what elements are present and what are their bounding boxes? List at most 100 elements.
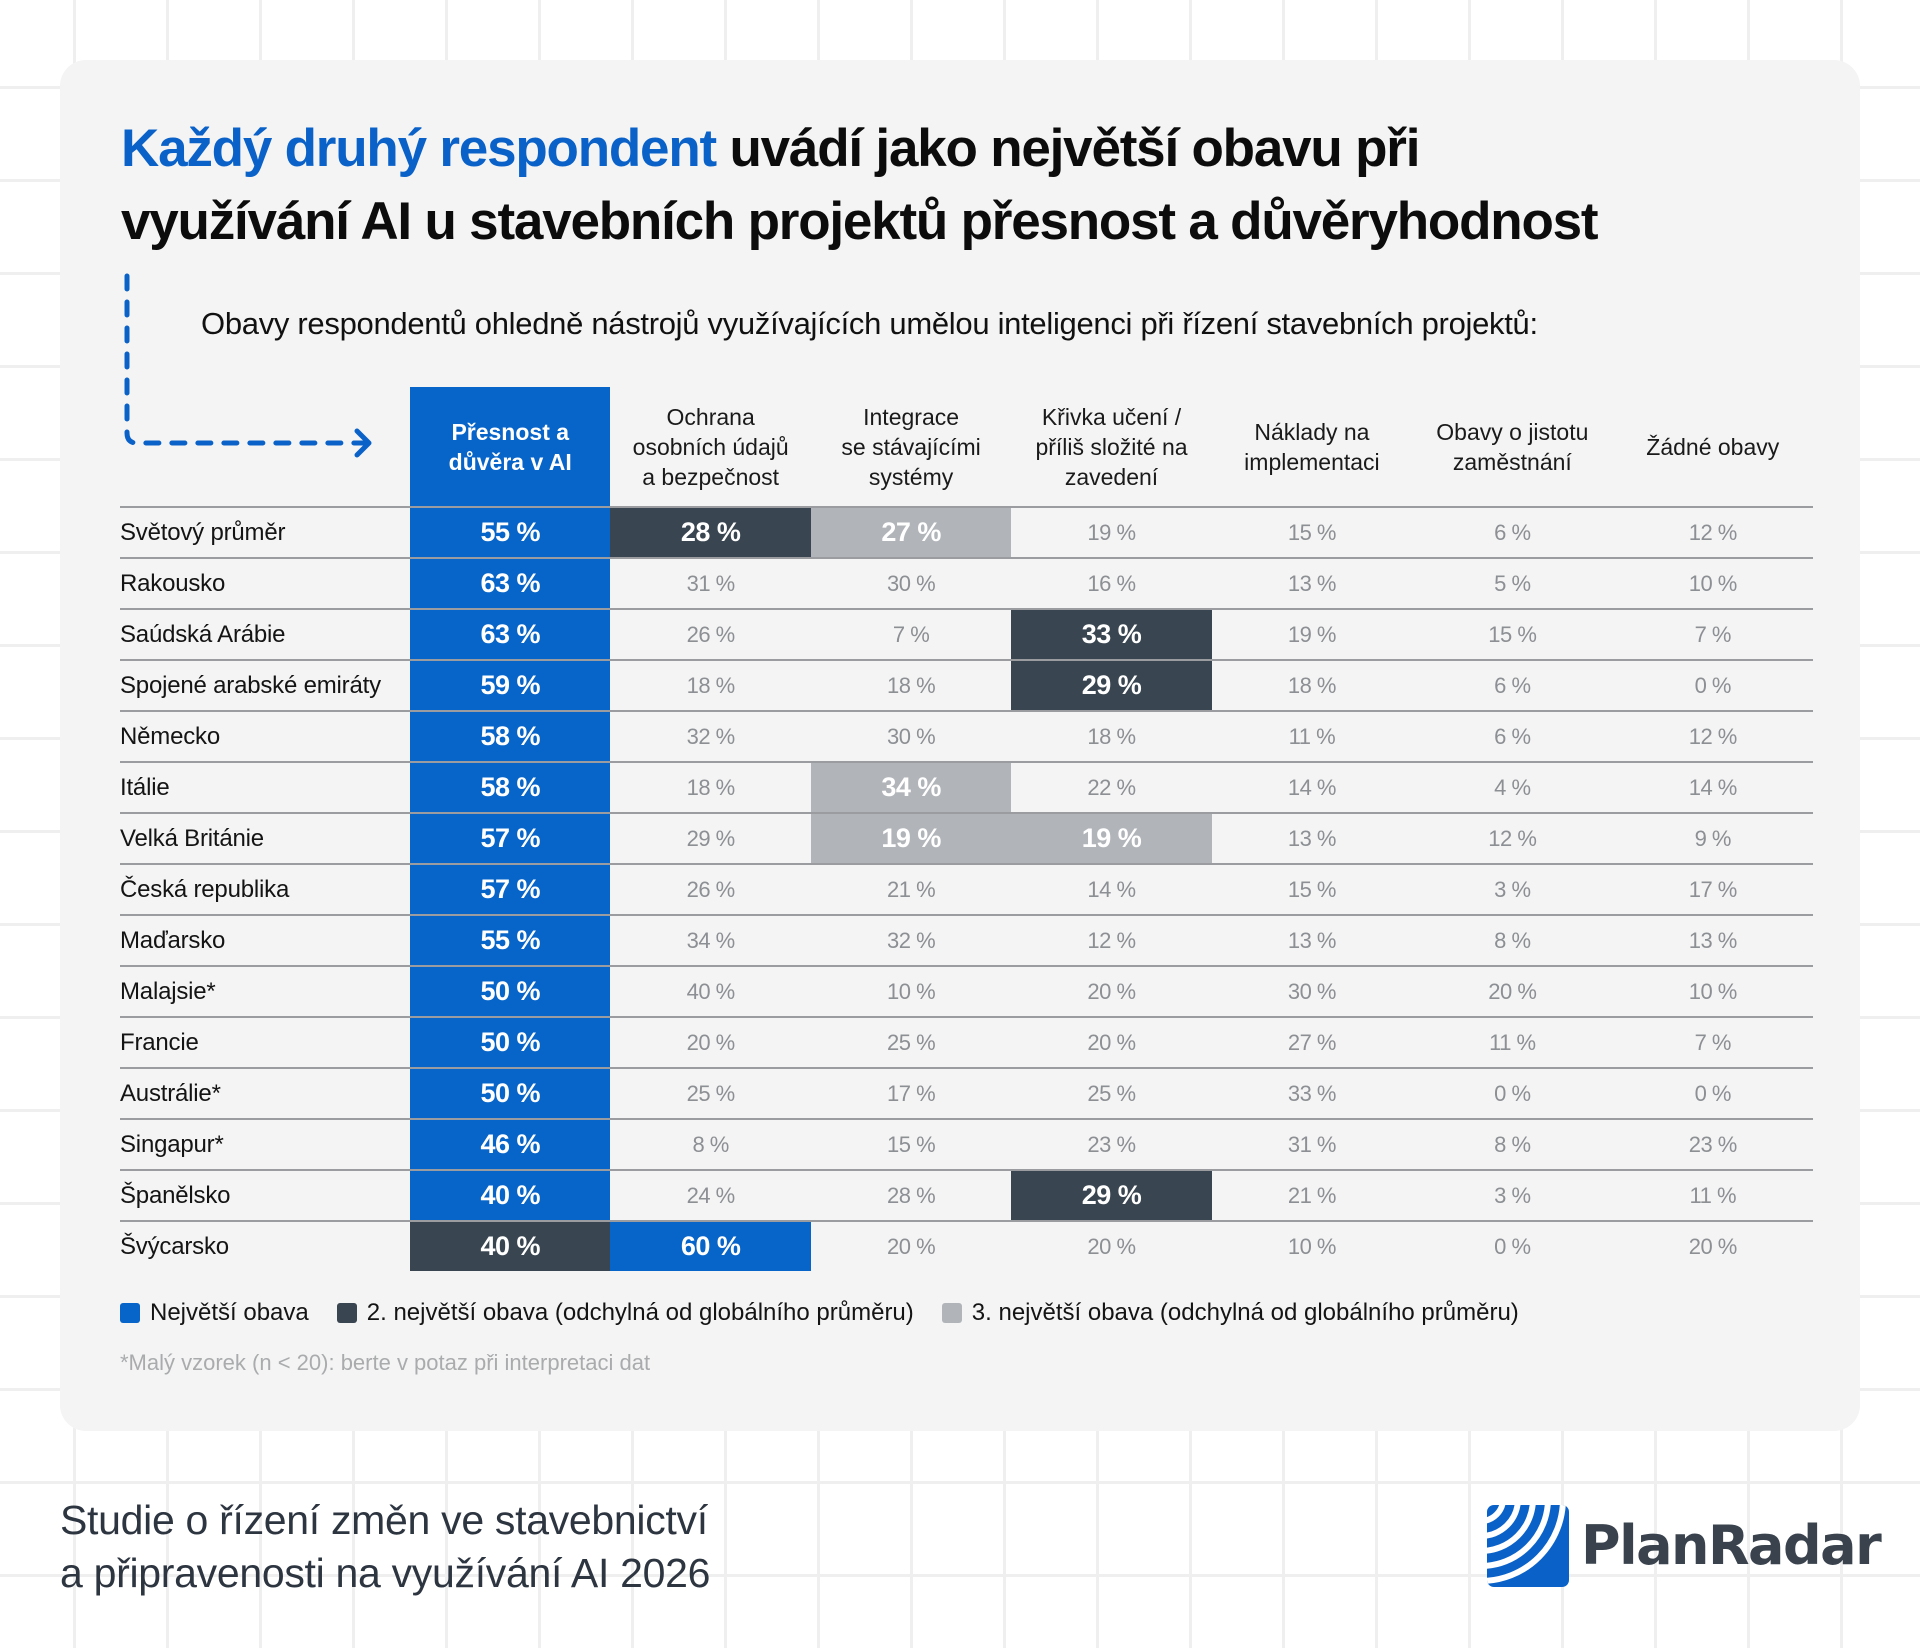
table-subtitle: Obavy respondentů ohledně nástrojů využí… [201,306,1538,341]
cell-value: 15 % [1211,864,1413,916]
table-row: Česká republika 57 % 26 % 21 % 14 % 15 % 3 % 17… [120,864,1813,916]
cell-value: 27 % [1211,1017,1413,1069]
cell-value: 15 % [810,1119,1012,1171]
column-header-line: příliš složité na [1035,433,1188,460]
column-header: Žádné obavy [1612,387,1813,508]
cell-value: 18 % [810,660,1012,712]
cell-value: 40 % [610,966,811,1018]
cell-value: 6 % [1412,507,1613,559]
legend-item-second-concern: 2. největší obava (odchylná od globálníh… [336,1299,914,1327]
legend-item-third-concern: 3. největší obava (odchylná od globálníh… [941,1299,1519,1327]
cell-value: 25 % [610,1068,811,1120]
cell-value: 9 % [1612,813,1813,865]
table-row: Velká Británie 57 % 29 % 19 % 19 % 13 % 12 % 9 … [120,813,1813,865]
cell-value-highlighted-dark: 29 % [1011,660,1212,712]
cell-value: 12 % [1412,813,1613,865]
legend-label: 2. největší obava (odchylná od globálníh… [366,1299,914,1326]
row-label: Česká republika [120,864,411,916]
cell-value: 10 % [1612,558,1813,610]
cell-value: 20 % [1011,966,1212,1018]
cell-value: 8 % [610,1119,811,1171]
table-row: Španělsko 40 % 24 % 28 % 29 % 21 % 3 % 11 % [120,1170,1813,1222]
cell-value: 6 % [1412,711,1613,763]
cell-value: 13 % [1612,915,1813,967]
cell-value: 0 % [1412,1068,1613,1120]
cell-value: 25 % [810,1017,1012,1069]
concerns-table: Přesnost a důvěra v AI Ochrana osobních úda… [120,387,1813,1271]
cell-value: 7 % [1612,1017,1813,1069]
row-label: Singapur* [120,1119,411,1171]
cell-value-highlighted-blue: 60 % [610,1221,811,1271]
cell-value-highlighted-blue: 63 % [410,558,611,610]
cell-value: 26 % [610,864,811,916]
cell-value: 18 % [610,762,811,814]
column-header-line: a bezpečnost [642,463,780,490]
column-header: Integrace se stávajícími systémy [810,387,1012,508]
cell-value-highlighted-blue: 58 % [410,711,611,763]
cell-value: 11 % [1412,1017,1613,1069]
cell-value: 3 % [1412,1170,1613,1222]
cell-value: 23 % [1612,1119,1813,1171]
cell-value: 6 % [1412,660,1613,712]
cell-value-highlighted-blue: 58 % [410,762,611,814]
row-label: Maďarsko [120,915,411,967]
column-header-line: zaměstnání [1452,448,1572,475]
cell-value: 4 % [1412,762,1613,814]
cell-value: 24 % [610,1170,811,1222]
table-row: Saúdská Arábie 63 % 26 % 7 % 33 % 19 % 15 % 7 % [120,609,1813,661]
cell-value: 7 % [1612,609,1813,661]
cell-value-highlighted-dark: 33 % [1011,609,1212,661]
study-title-line1: Studie o řízení změn ve stavebnictví [60,1497,708,1543]
cell-value: 21 % [810,864,1012,916]
cell-value: 19 % [1211,609,1413,661]
cell-value-highlighted-blue: 55 % [410,915,611,967]
cell-value: 0 % [1612,1068,1813,1120]
cell-value: 20 % [1688,1233,1738,1259]
cell-value: 20 % [1011,1017,1212,1069]
cell-value: 30 % [810,711,1012,763]
cell-value-highlighted-blue: 50 % [410,1017,611,1069]
table-header-row: Přesnost a důvěra v AI Ochrana osobních úda… [120,387,1813,508]
row-label: Saúdská Arábie [120,609,411,661]
column-header-line: důvěra v AI [448,448,572,475]
cell-value: 22 % [1011,762,1212,814]
cell-value: 20 % [887,1233,936,1259]
table-row: Austrálie* 50 % 25 % 17 % 25 % 33 % 0 % 0 % [120,1068,1813,1120]
column-header-line: systémy [868,463,954,490]
header-country [120,387,411,508]
row-label: Spojené arabské emiráty [120,660,411,712]
cell-value: 11 % [1211,711,1413,763]
row-label: Malajsie* [120,966,411,1018]
table-body: Světový průměr 55 % 28 % 27 % 19 % 15 % 6 % 12 … [120,507,1813,1271]
cell-value: 23 % [1011,1119,1212,1171]
cell-value-highlighted-blue: 50 % [410,966,611,1018]
cell-value: 16 % [1011,558,1212,610]
table-row: Singapur* 46 % 8 % 15 % 23 % 31 % 8 % 23 % [120,1119,1813,1171]
cell-value-highlighted-gray: 34 % [810,762,1012,814]
cell-value: 30 % [810,558,1012,610]
cell-value: 11 % [1612,1170,1813,1222]
row-label: Švýcarsko [120,1232,229,1260]
cell-value: 13 % [1211,915,1413,967]
cell-value-highlighted-gray: 27 % [810,507,1012,559]
cell-value-highlighted-blue: 57 % [410,864,611,916]
page-title: Každý druhý respondent uvádí jako největ… [121,112,1599,258]
column-header: Obavy o jistotu zaměstnání [1412,387,1613,508]
cell-value: 20 % [1087,1233,1136,1259]
cell-value: 7 % [810,609,1012,661]
cell-value: 13 % [1211,813,1413,865]
legend-item-top-concern: Největší obava [120,1299,309,1327]
cell-value: 29 % [610,813,811,865]
table-row: Maďarsko 55 % 34 % 32 % 12 % 13 % 8 % 13 % [120,915,1813,967]
cell-value: 17 % [1612,864,1813,916]
legend-swatch-gray [941,1303,962,1323]
row-label: Itálie [120,762,411,814]
cell-value-highlighted-gray: 19 % [810,813,1012,865]
legend: Největší obava 2. největší obava (odchyl… [120,1298,1547,1328]
column-header-line: implementaci [1244,448,1380,475]
cell-value: 15 % [1412,609,1613,661]
cell-value: 21 % [1211,1170,1413,1222]
table-row: Rakousko 63 % 31 % 30 % 16 % 13 % 5 % 10 % [120,558,1813,610]
cell-value-highlighted-dark: 40 % [410,1221,611,1271]
cell-value-highlighted-blue: 57 % [410,813,611,865]
